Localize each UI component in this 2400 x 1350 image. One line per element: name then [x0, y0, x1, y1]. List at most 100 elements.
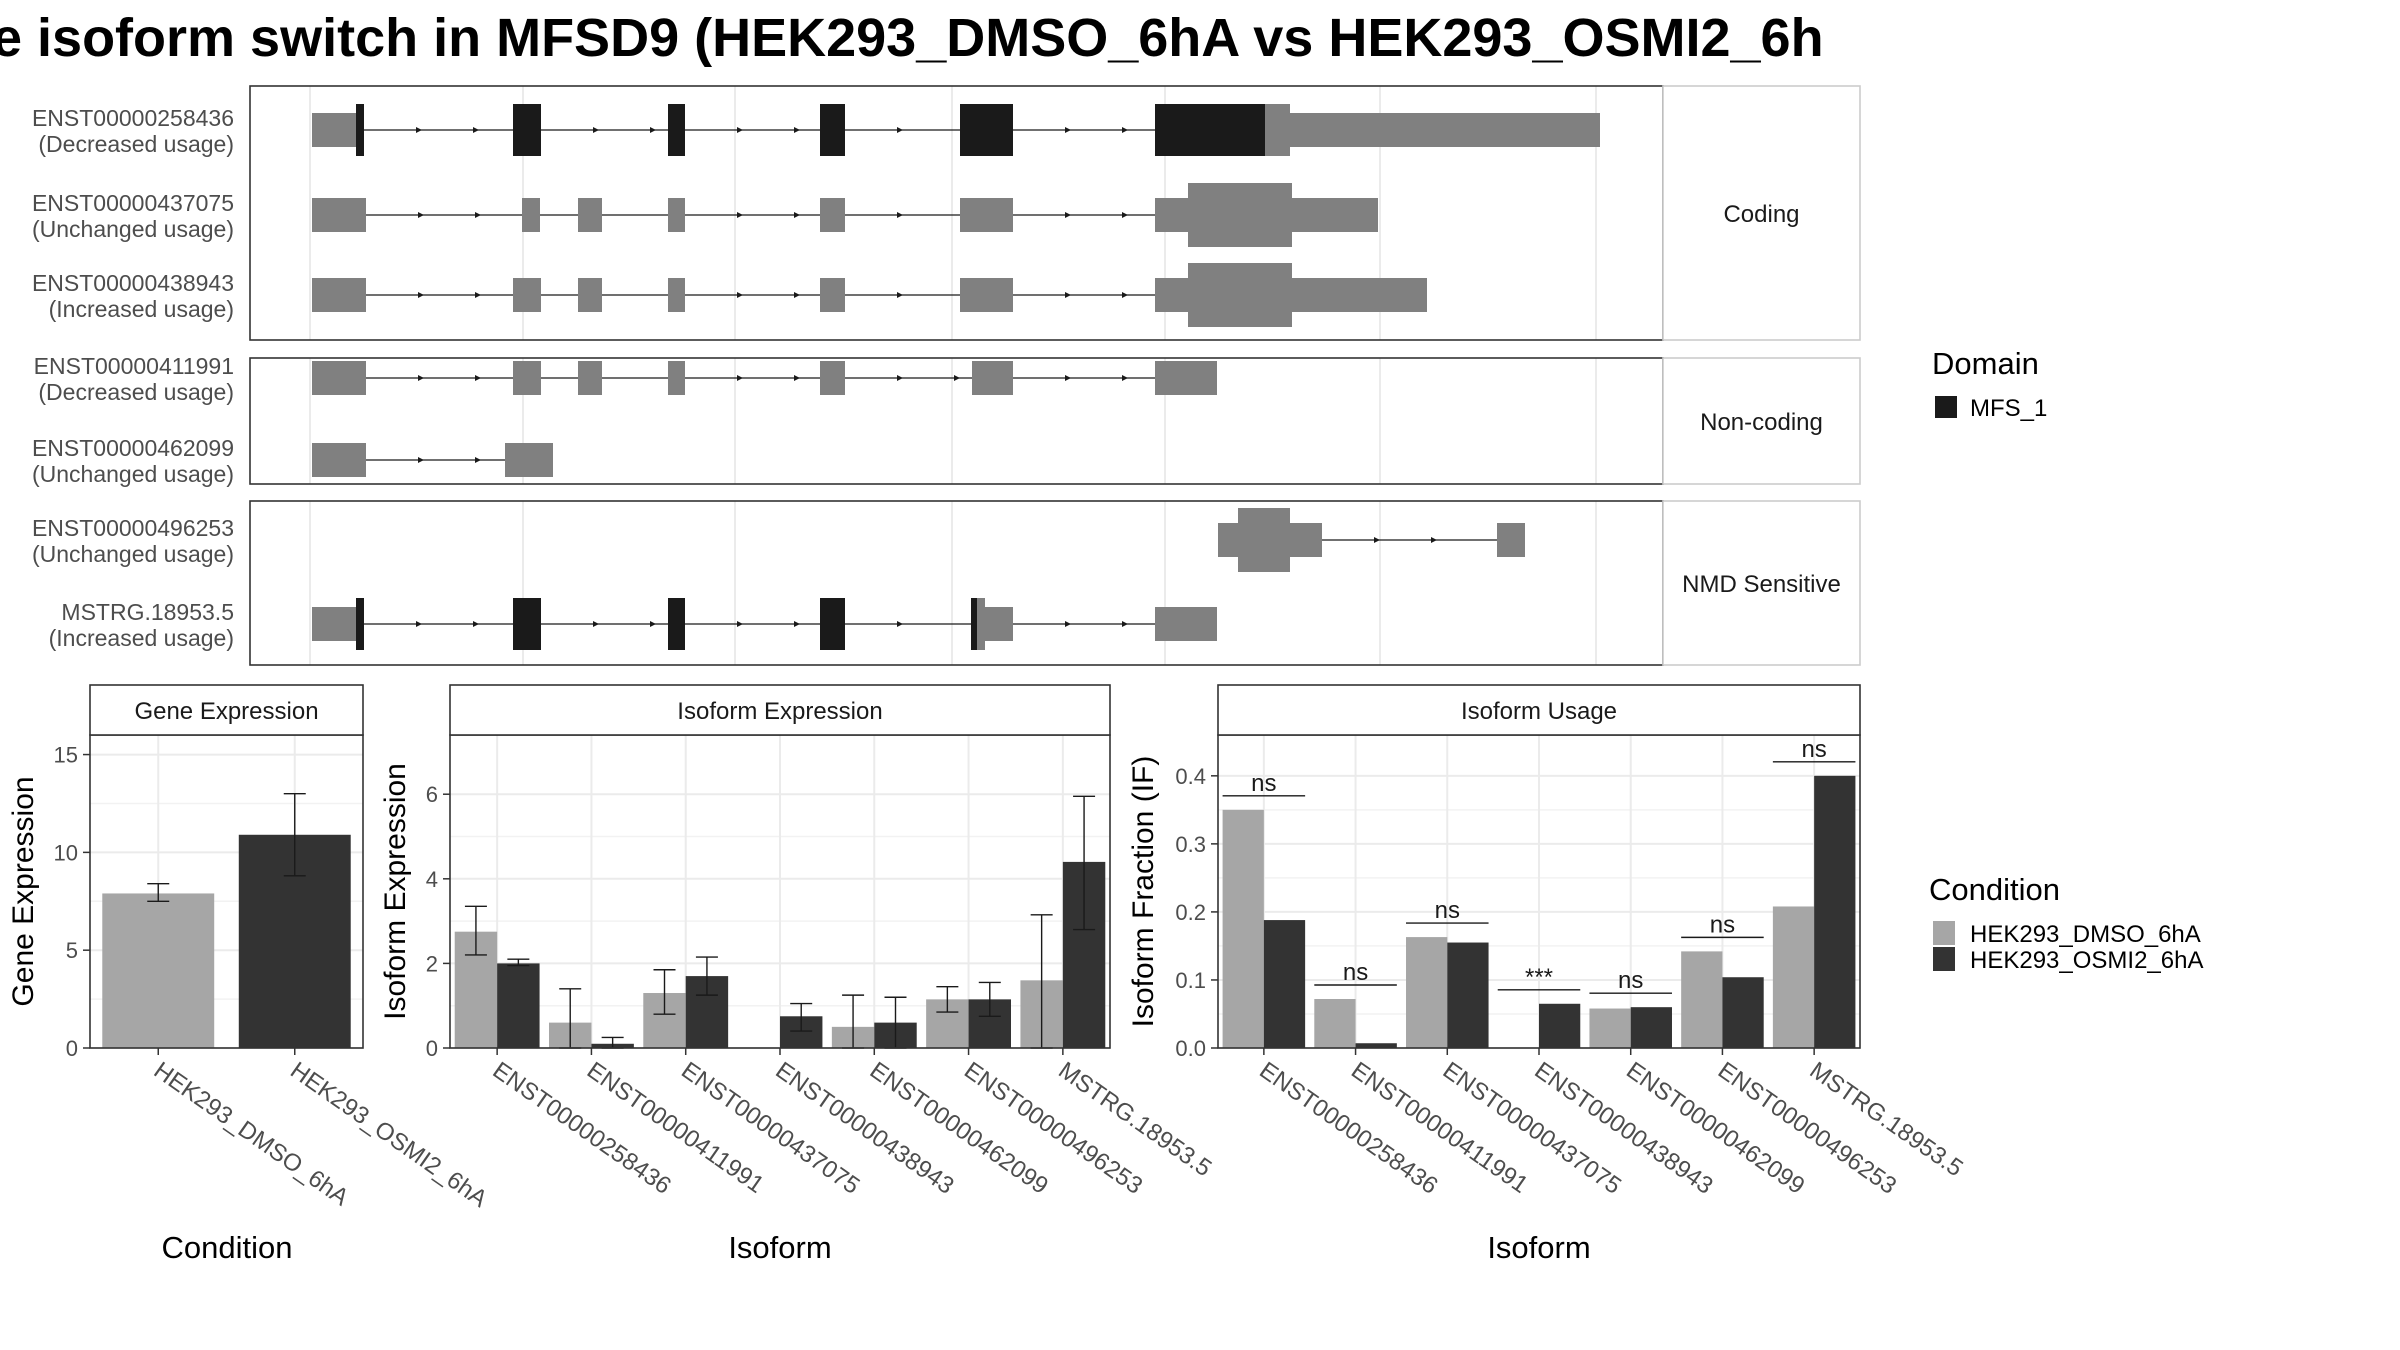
significance-label: ns	[1710, 911, 1735, 938]
intron-arrow	[794, 127, 800, 133]
domain-legend: Domain MFS_1	[1932, 346, 2047, 422]
bar-enst00000258436-0	[1222, 809, 1264, 1048]
gene-expression-chart: 051015HEK293_DMSO_6hAHEK293_OSMI2_6hAGen…	[7, 684, 492, 1265]
panel-strip	[1662, 357, 1861, 485]
intron-arrow	[418, 292, 424, 298]
exon-block	[312, 361, 366, 395]
intron-arrow	[475, 375, 481, 381]
chart-title: Gene Expression	[134, 698, 318, 725]
condition-legend-key-dmso	[1933, 921, 1955, 945]
significance-label: ns	[1343, 959, 1368, 986]
domain-block-mfs1	[820, 598, 845, 650]
y-tick-label: 0.1	[1175, 968, 1206, 993]
chart-title-strip	[449, 684, 1111, 736]
x-tick-label: MSTRG.18953.5	[1805, 1057, 1968, 1182]
exon-block	[513, 278, 541, 312]
exon-block	[1265, 104, 1290, 156]
exon-block	[513, 361, 541, 395]
transcript-id-label: MSTRG.18953.5	[61, 599, 234, 625]
domain-block-mfs1	[971, 598, 977, 650]
chart-title-strip	[1217, 684, 1861, 736]
bar-enst00000258436-1	[1263, 920, 1306, 1048]
intron-arrow	[418, 375, 424, 381]
intron-arrow	[475, 457, 481, 463]
y-tick-label: 15	[54, 743, 78, 768]
intron-arrow	[1122, 292, 1128, 298]
panel-strip-label: NMD Sensitive	[1682, 571, 1841, 598]
exon-block	[960, 198, 1013, 232]
bar-enst00000496253-0	[1681, 951, 1723, 1048]
transcript-usage-label: (Increased usage)	[49, 296, 234, 322]
intron-arrow	[897, 621, 903, 627]
transcript-id-label: ENST00000462099	[32, 435, 234, 461]
condition-legend-label-dmso: HEK293_DMSO_6hA	[1970, 921, 2201, 948]
bar-enst00000437075-0	[1406, 937, 1448, 1048]
domain-block-mfs1	[513, 104, 541, 156]
figure-title: e isoform switch in MFSD9 (HEK293_DMSO_6…	[0, 8, 1824, 68]
bar-enst00000496253-1	[1722, 977, 1764, 1048]
intron-arrow	[593, 621, 599, 627]
intron-arrow	[794, 375, 800, 381]
domain-block-mfs1	[356, 104, 364, 156]
y-tick-label: 2	[426, 951, 438, 976]
panel-strip-label: Coding	[1723, 201, 1799, 228]
exon-block	[1155, 607, 1217, 641]
y-tick-label: 6	[426, 782, 438, 807]
intron-arrow	[1065, 127, 1071, 133]
x-axis-label: Isoform	[728, 1230, 831, 1265]
intron-arrow	[416, 621, 422, 627]
transcript-id-label: ENST00000411991	[34, 353, 234, 379]
domain-block-mfs1	[668, 598, 685, 650]
intron-arrow	[1431, 537, 1437, 543]
exon-block	[1188, 263, 1292, 327]
y-tick-label: 10	[54, 840, 78, 865]
exon-block	[1290, 113, 1600, 147]
bar-enst00000411991-0	[1314, 999, 1356, 1048]
transcript-usage-label: (Increased usage)	[49, 625, 234, 651]
y-tick-label: 4	[426, 867, 438, 892]
exon-block	[1292, 198, 1378, 232]
significance-label: ns	[1618, 967, 1643, 994]
bar-enst00000438943-1	[1539, 1003, 1581, 1048]
intron-arrow	[1122, 127, 1128, 133]
x-tick-label: MSTRG.18953.5	[1053, 1057, 1216, 1182]
intron-arrow	[737, 292, 743, 298]
exon-block	[1497, 523, 1525, 557]
exon-block	[312, 607, 356, 641]
isoform-expression-chart: 0246ENST00000258436ENST00000411991ENST00…	[379, 684, 1216, 1265]
intron-arrow	[737, 212, 743, 218]
exon-block	[668, 361, 685, 395]
condition-legend-key-osmi	[1933, 947, 1955, 971]
exon-block	[985, 607, 1013, 641]
intron-arrow	[897, 292, 903, 298]
intron-arrow	[1374, 537, 1380, 543]
intron-arrow	[1122, 212, 1128, 218]
intron-arrow	[954, 375, 960, 381]
significance-label: ns	[1801, 736, 1826, 763]
intron-arrow	[650, 127, 656, 133]
transcript-id-label: ENST00000438943	[32, 270, 234, 296]
domain-block-mfs1	[960, 104, 1013, 156]
intron-arrow	[737, 375, 743, 381]
intron-arrow	[1065, 212, 1071, 218]
y-tick-label: 0.3	[1175, 832, 1206, 857]
intron-arrow	[1065, 375, 1071, 381]
significance-label: ns	[1251, 770, 1276, 797]
y-axis-label: Isoform Fraction (IF)	[1127, 756, 1160, 1028]
exon-block	[578, 198, 602, 232]
condition-legend-label-osmi: HEK293_OSMI2_6hA	[1970, 947, 2203, 974]
significance-label: ns	[1435, 897, 1460, 924]
transcript-id-label: ENST00000437075	[32, 190, 234, 216]
exon-block	[578, 361, 602, 395]
exon-block	[668, 278, 685, 312]
intron-arrow	[473, 127, 479, 133]
intron-arrow	[897, 212, 903, 218]
intron-arrow	[794, 212, 800, 218]
transcript-panel-2	[250, 501, 1663, 665]
intron-arrow	[475, 212, 481, 218]
panel-strip	[1662, 85, 1861, 341]
x-axis-label: Isoform	[1487, 1230, 1590, 1265]
chart-title: Isoform Usage	[1461, 698, 1617, 725]
exon-block	[1188, 183, 1292, 247]
